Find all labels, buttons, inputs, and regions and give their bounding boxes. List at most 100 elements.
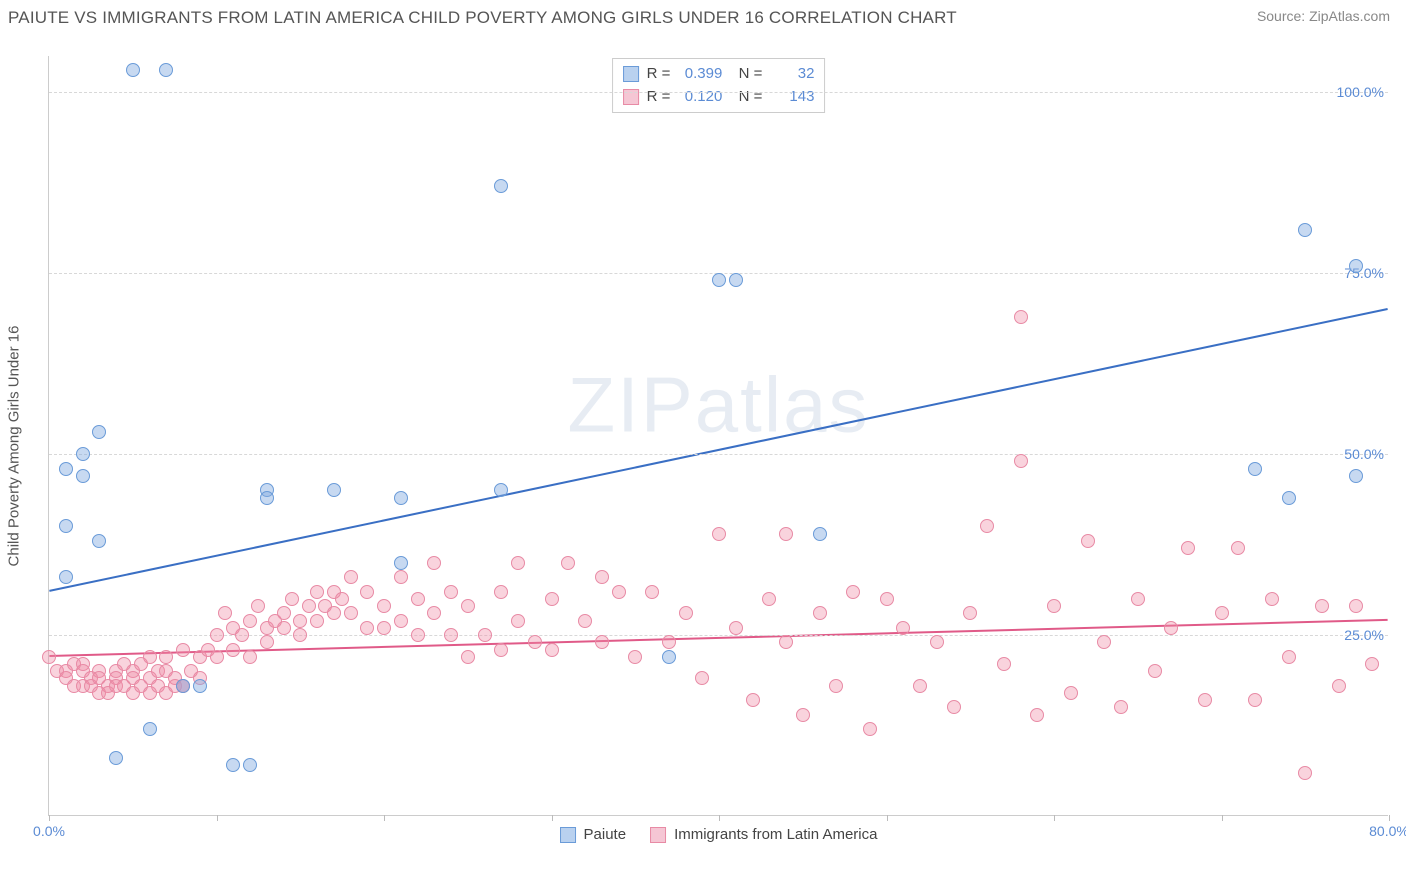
data-point-blue xyxy=(394,491,408,505)
data-point-pink xyxy=(344,606,358,620)
chart-source: Source: ZipAtlas.com xyxy=(1257,8,1390,24)
data-point-blue xyxy=(243,758,257,772)
data-point-pink xyxy=(645,585,659,599)
data-point-pink xyxy=(285,592,299,606)
x-tick-mark xyxy=(1222,815,1223,821)
watermark-text: ZIPatlas xyxy=(567,360,869,451)
data-point-pink xyxy=(394,614,408,628)
y-axis-label: Child Poverty Among Girls Under 16 xyxy=(6,326,23,567)
data-point-pink xyxy=(997,657,1011,671)
data-point-pink xyxy=(411,628,425,642)
data-point-pink xyxy=(762,592,776,606)
data-point-pink xyxy=(344,570,358,584)
data-point-blue xyxy=(494,179,508,193)
data-point-pink xyxy=(1047,599,1061,613)
data-point-blue xyxy=(1349,469,1363,483)
data-point-blue xyxy=(59,519,73,533)
data-point-blue xyxy=(193,679,207,693)
data-point-blue xyxy=(92,425,106,439)
x-tick-mark xyxy=(49,815,50,821)
x-tick-mark xyxy=(384,815,385,821)
data-point-blue xyxy=(327,483,341,497)
data-point-blue xyxy=(109,751,123,765)
data-point-pink xyxy=(218,606,232,620)
data-point-pink xyxy=(243,650,257,664)
data-point-pink xyxy=(335,592,349,606)
scatter-chart: ZIPatlas R =0.399 N =32 R =0.120 N =143 … xyxy=(48,56,1388,816)
data-point-pink xyxy=(846,585,860,599)
data-point-blue xyxy=(729,273,743,287)
data-point-pink xyxy=(1248,693,1262,707)
data-point-pink xyxy=(1365,657,1379,671)
legend-stats: R =0.399 N =32 R =0.120 N =143 xyxy=(612,58,826,113)
data-point-pink xyxy=(963,606,977,620)
data-point-pink xyxy=(863,722,877,736)
data-point-blue xyxy=(159,63,173,77)
data-point-blue xyxy=(662,650,676,664)
data-point-pink xyxy=(930,635,944,649)
data-point-blue xyxy=(813,527,827,541)
x-tick-mark xyxy=(719,815,720,821)
legend-series: Paiute Immigrants from Latin America xyxy=(560,826,878,843)
swatch-pink-icon xyxy=(623,89,639,105)
data-point-pink xyxy=(880,592,894,606)
data-point-pink xyxy=(1081,534,1095,548)
data-point-blue xyxy=(59,570,73,584)
data-point-pink xyxy=(427,556,441,570)
data-point-pink xyxy=(980,519,994,533)
data-point-pink xyxy=(913,679,927,693)
data-point-blue xyxy=(76,447,90,461)
data-point-pink xyxy=(779,527,793,541)
data-point-pink xyxy=(293,614,307,628)
data-point-blue xyxy=(394,556,408,570)
data-point-pink xyxy=(1265,592,1279,606)
data-point-pink xyxy=(260,635,274,649)
x-tick-mark xyxy=(552,815,553,821)
x-tick-mark xyxy=(217,815,218,821)
data-point-pink xyxy=(746,693,760,707)
data-point-pink xyxy=(1131,592,1145,606)
data-point-pink xyxy=(1014,454,1028,468)
data-point-pink xyxy=(595,635,609,649)
data-point-pink xyxy=(494,643,508,657)
data-point-pink xyxy=(612,585,626,599)
data-point-blue xyxy=(126,63,140,77)
data-point-blue xyxy=(1248,462,1262,476)
data-point-pink xyxy=(796,708,810,722)
data-point-blue xyxy=(143,722,157,736)
gridline xyxy=(49,92,1388,93)
data-point-pink xyxy=(545,592,559,606)
legend-stats-row-blue: R =0.399 N =32 xyxy=(623,63,815,86)
data-point-pink xyxy=(444,628,458,642)
data-point-blue xyxy=(1298,223,1312,237)
swatch-pink-icon xyxy=(650,827,666,843)
data-point-pink xyxy=(235,628,249,642)
x-tick-label: 0.0% xyxy=(33,823,65,839)
data-point-pink xyxy=(578,614,592,628)
data-point-pink xyxy=(947,700,961,714)
trend-lines xyxy=(49,56,1388,815)
data-point-pink xyxy=(327,606,341,620)
data-point-pink xyxy=(42,650,56,664)
data-point-pink xyxy=(1030,708,1044,722)
data-point-pink xyxy=(896,621,910,635)
legend-item-pink: Immigrants from Latin America xyxy=(650,826,877,843)
data-point-pink xyxy=(511,614,525,628)
data-point-pink xyxy=(360,621,374,635)
swatch-blue-icon xyxy=(623,66,639,82)
data-point-pink xyxy=(394,570,408,584)
data-point-pink xyxy=(1315,599,1329,613)
data-point-pink xyxy=(210,650,224,664)
data-point-pink xyxy=(679,606,693,620)
data-point-pink xyxy=(1198,693,1212,707)
data-point-pink xyxy=(1148,664,1162,678)
gridline xyxy=(49,635,1388,636)
data-point-pink xyxy=(712,527,726,541)
data-point-pink xyxy=(310,585,324,599)
data-point-pink xyxy=(293,628,307,642)
data-point-pink xyxy=(1282,650,1296,664)
data-point-pink xyxy=(494,585,508,599)
data-point-blue xyxy=(494,483,508,497)
data-point-pink xyxy=(729,621,743,635)
data-point-pink xyxy=(1215,606,1229,620)
